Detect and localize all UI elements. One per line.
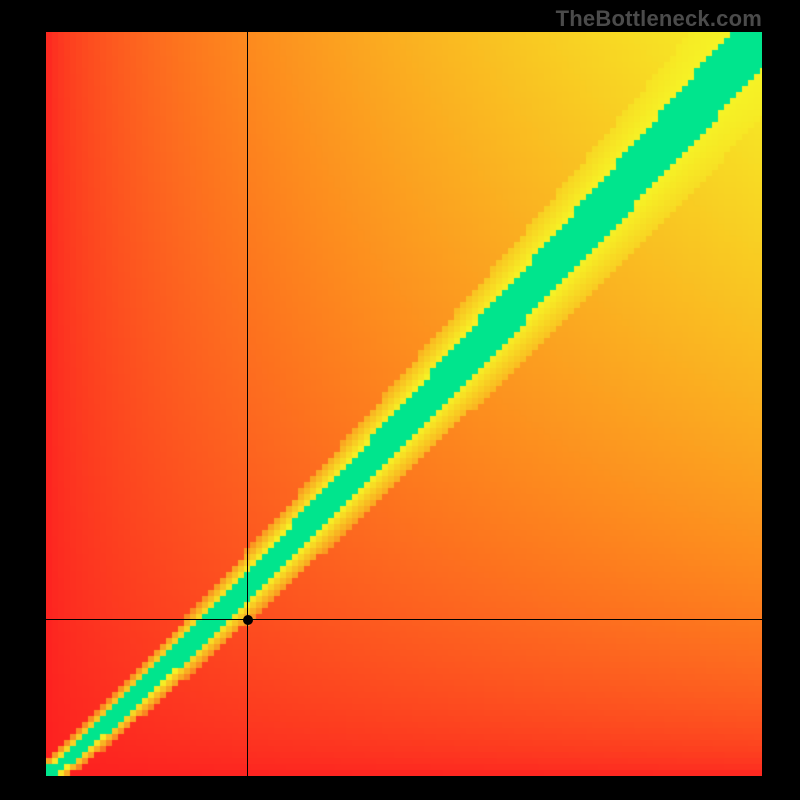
crosshair-vertical [247, 32, 248, 776]
watermark-text: TheBottleneck.com [556, 6, 762, 32]
chart-container: TheBottleneck.com [0, 0, 800, 800]
marker-point [243, 615, 253, 625]
crosshair-horizontal [46, 619, 762, 620]
bottleneck-heatmap [46, 32, 762, 776]
